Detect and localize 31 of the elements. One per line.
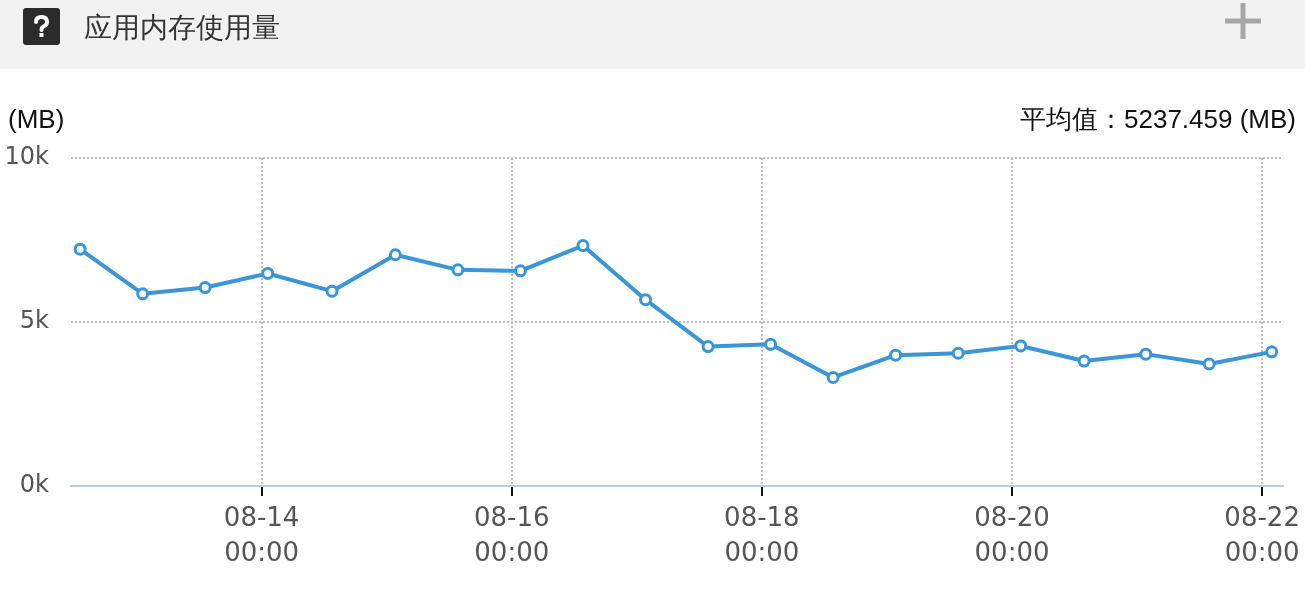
point [889, 348, 903, 362]
point [951, 346, 965, 360]
point [388, 248, 402, 262]
x-tick-label: 08-22 00:00 [1224, 502, 1300, 568]
point [136, 287, 150, 301]
y-axis-title: (MB) [8, 103, 65, 136]
point [764, 337, 778, 351]
point [701, 340, 715, 354]
point [1139, 347, 1153, 361]
point [73, 242, 87, 256]
point [1265, 345, 1279, 359]
chart-title: 应用内存使用量 [84, 10, 280, 46]
point [261, 266, 275, 280]
point [639, 293, 653, 307]
text: 平均值：5237.459 (MB) [1020, 103, 1296, 136]
point [576, 239, 590, 253]
point [1202, 357, 1216, 371]
point [198, 281, 212, 295]
point [325, 284, 339, 298]
x-tick-label: 08-18 00:00 [724, 502, 800, 568]
y-tick-label: 10k [4, 142, 50, 171]
point [451, 263, 465, 277]
point [1077, 354, 1091, 368]
x-tick-label: 08-20 00:00 [974, 502, 1050, 568]
point [1014, 339, 1028, 353]
y-tick-label: 0k [19, 470, 50, 499]
point [826, 370, 840, 384]
x-tick-label: 08-16 00:00 [473, 502, 550, 568]
point [513, 264, 527, 278]
y-tick-label: 5k [19, 306, 50, 335]
x-tick-label: 08-14 00:00 [223, 502, 300, 568]
